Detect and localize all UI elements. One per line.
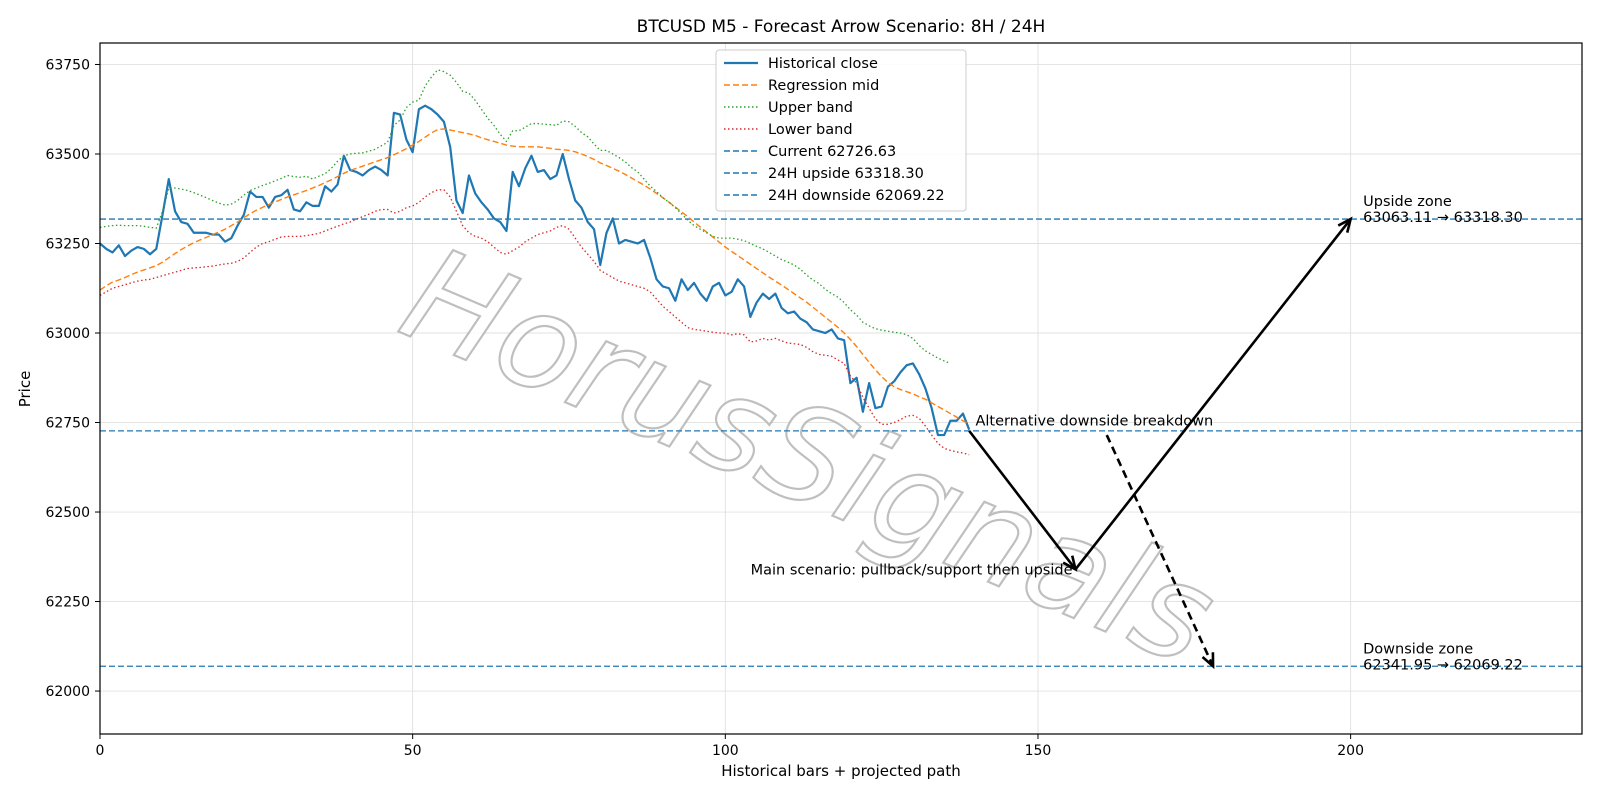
zone-range: 62341.95 → 62069.22 bbox=[1363, 658, 1523, 674]
x-tick-label: 100 bbox=[712, 743, 739, 759]
legend-entry-label: Regression mid bbox=[768, 78, 879, 94]
x-tick-label: 50 bbox=[404, 743, 422, 759]
y-tick-label: 63500 bbox=[45, 147, 90, 163]
main-scenario-label: Main scenario: pullback/support then ups… bbox=[751, 562, 1073, 578]
projection-arrow bbox=[1074, 218, 1352, 571]
legend-entry-label: Historical close bbox=[768, 56, 878, 72]
projection-arrow bbox=[968, 430, 1077, 571]
legend-entry-label: 24H downside 62069.22 bbox=[768, 188, 945, 204]
y-tick-label: 62000 bbox=[45, 684, 90, 700]
legend-entry-label: Upper band bbox=[768, 100, 853, 116]
legend-entry-label: Current 62726.63 bbox=[768, 144, 896, 160]
legend: Historical close Regression mid Upper band… bbox=[715, 49, 967, 212]
zone-range: 63063.11 → 63318.30 bbox=[1363, 210, 1523, 226]
projection-arrow bbox=[1105, 434, 1215, 667]
zone-title: Upside zone bbox=[1363, 194, 1452, 210]
y-tick-label: 63250 bbox=[45, 236, 90, 252]
x-tick-label: 150 bbox=[1025, 743, 1052, 759]
annotation-layer: Main scenario: pullback/support then ups… bbox=[751, 194, 1523, 674]
projection-layer bbox=[968, 216, 1353, 670]
x-axis-ticks: 0 50 100 150 200 bbox=[96, 734, 1364, 759]
series-line bbox=[99, 104, 971, 437]
legend-box bbox=[715, 49, 967, 212]
horizontal-lines bbox=[100, 218, 1582, 667]
y-tick-label: 63750 bbox=[45, 57, 90, 73]
alternative-scenario-label: Alternative downside breakdown bbox=[975, 414, 1213, 430]
y-tick-label: 62500 bbox=[45, 505, 90, 521]
arrow-head bbox=[1201, 652, 1215, 670]
chart-title: BTCUSD M5 - Forecast Arrow Scenario: 8H … bbox=[637, 17, 1046, 37]
plot-frame bbox=[99, 42, 1583, 735]
y-tick-label: 62250 bbox=[45, 595, 90, 611]
series-line bbox=[99, 128, 970, 425]
legend-entry-label: Lower band bbox=[768, 122, 853, 138]
arrow-head bbox=[1337, 216, 1353, 233]
x-tick-label: 0 bbox=[96, 743, 105, 759]
legend-entry-label: 24H upside 63318.30 bbox=[768, 166, 924, 182]
series-line bbox=[99, 189, 970, 456]
y-axis-label: Price bbox=[16, 371, 34, 408]
x-axis-label: Historical bars + projected path bbox=[721, 762, 961, 780]
y-axis-ticks: 62000 62250 62500 62750 63000 63250 63500 63750 bbox=[45, 57, 100, 700]
series-line bbox=[99, 69, 951, 365]
x-tick-label: 200 bbox=[1337, 743, 1364, 759]
y-tick-label: 63000 bbox=[45, 326, 90, 342]
series-layer bbox=[99, 69, 971, 456]
zone-title: Downside zone bbox=[1363, 641, 1473, 657]
y-tick-label: 62750 bbox=[45, 416, 90, 432]
